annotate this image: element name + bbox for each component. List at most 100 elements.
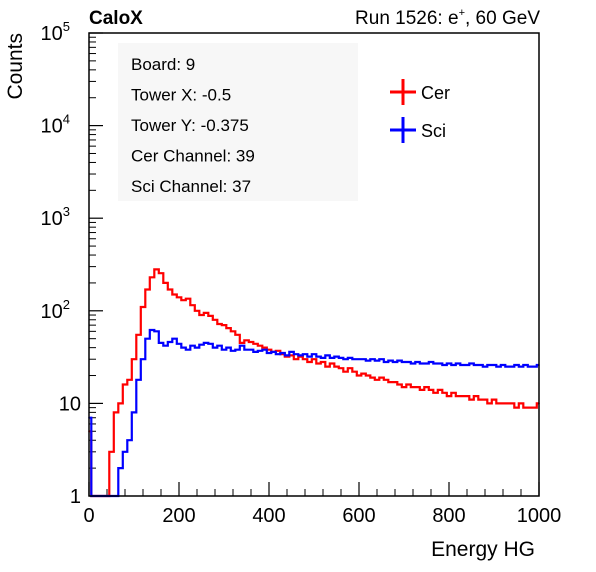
data-point-sci [272, 351, 275, 353]
data-point-sci [151, 329, 153, 331]
data-point-sci [385, 361, 387, 363]
data-point-cer [380, 376, 383, 379]
data-point-cer [533, 406, 536, 409]
data-point-sci [493, 364, 495, 366]
data-point-sci [506, 365, 509, 368]
data-point-cer [214, 319, 216, 321]
legend-label: Cer [421, 83, 450, 103]
data-point-sci [182, 346, 185, 349]
data-point-cer [412, 386, 414, 388]
data-point-sci [164, 344, 167, 347]
data-point-cer [335, 365, 338, 368]
data-point-sci [358, 358, 360, 361]
data-point-cer [385, 379, 387, 381]
data-point-sci [403, 361, 405, 363]
data-point-cer [479, 398, 482, 401]
data-point-cer [133, 358, 135, 361]
data-point-cer [389, 381, 392, 383]
data-point-sci [425, 362, 428, 365]
data-point-cer [511, 402, 513, 405]
data-point-sci [344, 358, 347, 361]
data-point-sci [484, 365, 486, 368]
y-tick-label: 10 [59, 393, 81, 415]
data-point-sci [470, 362, 473, 365]
data-point-sci [218, 344, 221, 347]
data-point-sci [488, 364, 491, 366]
data-point-cer [313, 358, 315, 361]
series-cer [88, 268, 540, 498]
data-point-cer [403, 386, 405, 388]
legend-entry-sci: Sci [390, 117, 446, 143]
y-axis-title: Counts [4, 33, 27, 100]
data-point-cer [421, 389, 423, 391]
legend-label: Sci [421, 121, 446, 141]
data-point-sci [524, 364, 527, 366]
data-point-sci [295, 353, 297, 356]
data-point-sci [533, 365, 536, 368]
info-box-lines: Board: 9 Tower X: -0.5 Tower Y: -0.375 Cer … [131, 55, 255, 196]
data-point-cer [529, 406, 531, 409]
data-point-cer [227, 327, 230, 329]
data-point-sci [200, 343, 203, 346]
data-point-cer [268, 348, 270, 351]
data-point-sci [349, 357, 351, 359]
data-point-sci [448, 362, 450, 365]
data-point-cer [376, 379, 378, 381]
data-point-sci [173, 337, 176, 340]
run-label-suffix: , 60 GeV [465, 8, 540, 29]
data-point-cer [398, 383, 401, 386]
data-point-sci [497, 365, 500, 368]
data-point-sci [128, 439, 131, 442]
data-point-cer [223, 324, 225, 326]
data-point-sci [412, 362, 414, 365]
series-line-cer [89, 268, 539, 498]
data-point-cer [236, 334, 239, 336]
data-point-sci [407, 361, 410, 363]
data-point-cer [169, 288, 171, 291]
data-point-sci [178, 343, 180, 345]
data-point-sci [389, 359, 392, 362]
x-tick-label: 1000 [517, 505, 562, 527]
data-point-cer [430, 389, 432, 391]
data-point-sci [376, 359, 378, 362]
data-point-sci [520, 365, 522, 368]
data-point-sci [133, 411, 135, 414]
data-point-cer [475, 395, 477, 397]
data-point-cer [452, 392, 455, 394]
data-point-cer [416, 386, 419, 388]
data-point-cer [524, 406, 527, 409]
x-tick-label: 0 [83, 505, 94, 527]
data-point-cer [308, 361, 311, 363]
data-point-sci [169, 341, 171, 343]
data-point-sci [511, 365, 513, 368]
data-point-cer [151, 276, 153, 279]
y-tick-label: 103 [41, 204, 70, 230]
data-point-cer [515, 406, 518, 409]
data-point-cer [326, 365, 329, 368]
data-point-cer [362, 372, 365, 375]
data-point-sci [502, 364, 504, 366]
data-point-sci [187, 348, 189, 351]
data-point-sci [263, 348, 266, 351]
data-point-sci [286, 354, 288, 357]
data-point-cer [484, 398, 486, 401]
data-point-sci [529, 365, 531, 368]
data-point-cer [254, 343, 257, 345]
data-point-cer [110, 451, 113, 453]
y-tick-label: 105 [41, 19, 70, 45]
data-point-cer [209, 315, 212, 317]
info-box [118, 43, 358, 201]
data-point-cer [160, 272, 162, 275]
data-point-cer [218, 323, 221, 325]
data-point-cer [196, 310, 198, 312]
data-point-cer [425, 386, 428, 388]
plot-frame [88, 32, 540, 497]
data-point-sci [124, 451, 126, 453]
x-tick-label: 400 [252, 505, 285, 527]
data-point-cer [178, 296, 180, 299]
data-point-sci [119, 467, 122, 469]
experiment-label: CaloX [89, 8, 143, 29]
data-point-sci [416, 361, 419, 363]
data-point-sci [421, 362, 423, 365]
data-point-cer [142, 306, 144, 308]
